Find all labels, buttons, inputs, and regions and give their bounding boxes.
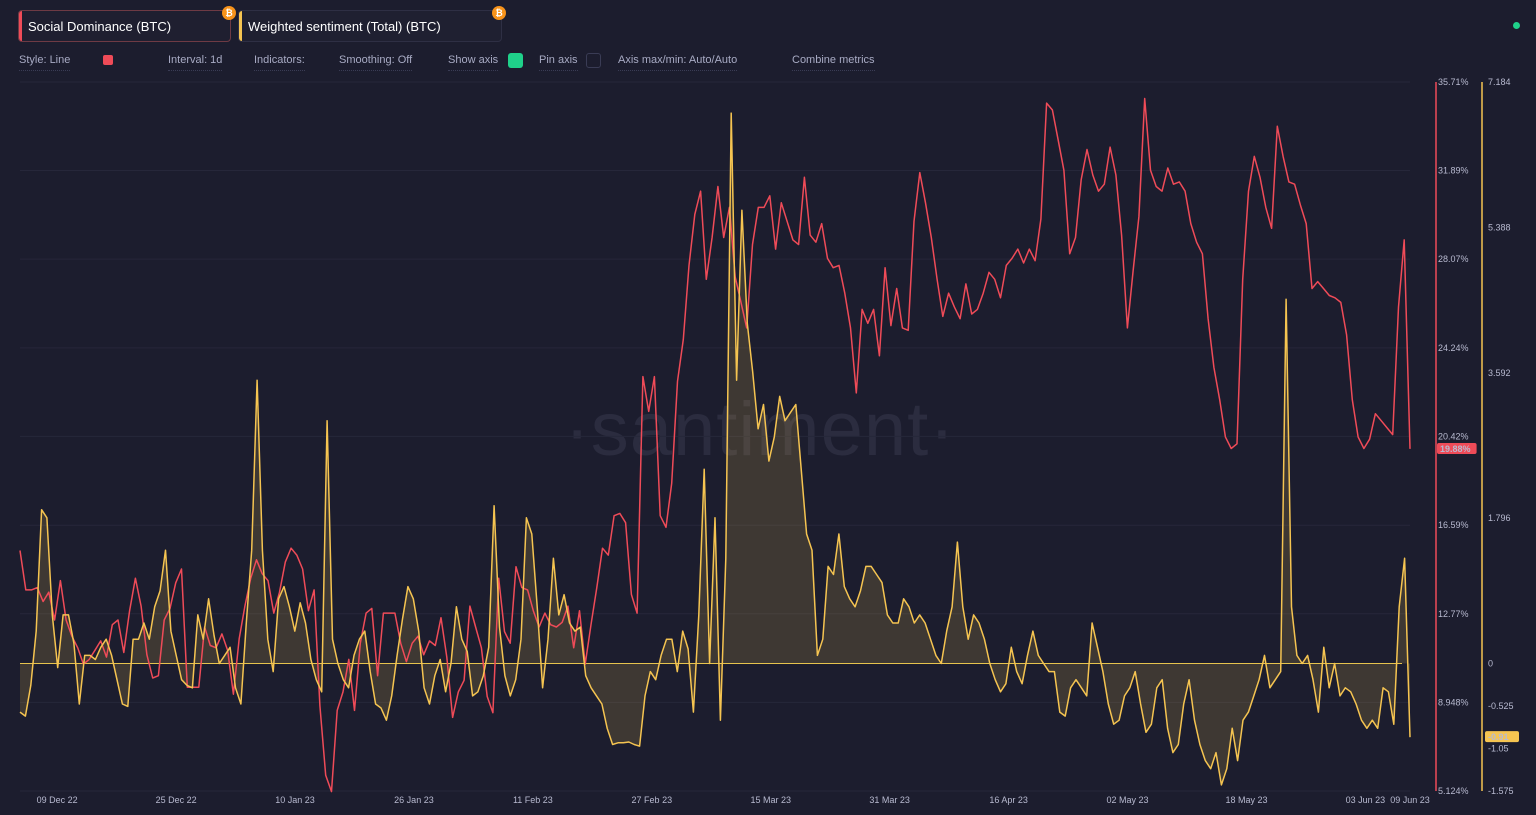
right-axis-tick-label: -0.525 <box>1488 701 1514 711</box>
combine-metrics-button[interactable]: Combine metrics <box>792 53 875 71</box>
right-axis-tick-label: 1.796 <box>1488 513 1511 523</box>
last-value-badge-text: -0.91 <box>1488 732 1509 742</box>
x-axis-tick-label: 11 Feb 23 <box>513 795 553 805</box>
x-axis-tick-label: 09 Jun 23 <box>1390 795 1430 805</box>
watermark-text: ·santiment· <box>564 387 955 472</box>
x-axis-tick-label: 03 Jun 23 <box>1346 795 1386 805</box>
left-axis-tick-label: 20.42% <box>1438 431 1469 441</box>
sentiment-area <box>20 113 1410 785</box>
show-axis-toggle[interactable]: Show axis <box>448 53 499 71</box>
last-value-badge-bg <box>1437 442 1477 454</box>
x-axis-tick-label: 02 May 23 <box>1107 795 1149 805</box>
metric-label: Weighted sentiment (Total) (BTC) <box>248 18 441 34</box>
right-axis-tick-label: 7.184 <box>1488 77 1511 87</box>
left-axis-tick-label: 24.24% <box>1438 343 1469 353</box>
left-axis-tick-label: 5.124% <box>1438 786 1469 796</box>
x-axis-tick-label: 25 Dec 22 <box>156 795 197 805</box>
metric-tab-social-dominance[interactable]: Social Dominance (BTC) ₿ <box>18 6 236 42</box>
x-axis-tick-label: 10 Jan 23 <box>275 795 315 805</box>
last-value-badge-text: 19.88% <box>1440 444 1471 454</box>
left-axis-tick-label: 31.89% <box>1438 166 1469 176</box>
sentiment-last-value: -0.91 <box>1485 731 1519 743</box>
smoothing-selector[interactable]: Smoothing: Off <box>339 53 413 71</box>
left-axis-tick-label: 35.71% <box>1438 77 1469 87</box>
chart-lines <box>19 97 1411 793</box>
pin-axis-checkbox[interactable] <box>586 53 601 68</box>
x-axis-tick-label: 27 Feb 23 <box>632 795 673 805</box>
color-swatch[interactable] <box>103 55 113 65</box>
social-dominance-line <box>19 97 1411 793</box>
axis-maxmin-selector[interactable]: Axis max/min: Auto/Auto <box>618 53 738 71</box>
show-axis-checkbox[interactable] <box>508 53 523 68</box>
social-dominance-last-value: 19.88% <box>1437 442 1477 454</box>
right-axis-tick-label: -1.05 <box>1488 744 1509 754</box>
pin-axis-toggle[interactable]: Pin axis <box>539 53 578 71</box>
right-axis-tick-label: 0 <box>1488 659 1493 669</box>
x-axis-tick-label: 26 Jan 23 <box>394 795 434 805</box>
metric-label: Social Dominance (BTC) <box>28 18 172 34</box>
x-axis-tick-label: 18 May 23 <box>1225 795 1267 805</box>
sentiment-area-fill <box>20 113 1410 785</box>
right-axis-tick-label: 5.388 <box>1488 222 1511 232</box>
x-axis-tick-label: 15 Mar 23 <box>750 795 791 805</box>
bitcoin-icon: ₿ <box>222 6 236 20</box>
chart-axes: 35.71% 31.89% 28.07% 24.24% 20.42% 16.59% 12.7… <box>37 77 1519 805</box>
left-axis-tick-label: 16.59% <box>1438 520 1469 530</box>
metric-color-bar <box>19 11 22 41</box>
metric-tab-weighted-sentiment[interactable]: Weighted sentiment (Total) (BTC) ₿ <box>238 6 506 42</box>
style-selector[interactable]: Style: Line <box>19 53 71 71</box>
last-value-badge-bg <box>1485 731 1519 743</box>
right-axis-tick-label: -1.575 <box>1488 786 1514 796</box>
left-axis-tick-label: 12.77% <box>1438 609 1469 619</box>
x-axis-tick-label: 31 Mar 23 <box>869 795 910 805</box>
x-axis-tick-label: 16 Apr 23 <box>989 795 1028 805</box>
bitcoin-icon: ₿ <box>492 6 506 20</box>
metric-color-bar <box>239 11 242 41</box>
x-axis-tick-label: 09 Dec 22 <box>37 795 78 805</box>
left-axis-tick-label: 28.07% <box>1438 254 1469 264</box>
left-axis-tick-label: 8.948% <box>1438 697 1469 707</box>
interval-selector[interactable]: Interval: 1d <box>168 53 223 71</box>
weighted-sentiment-line <box>19 112 1411 786</box>
status-indicator <box>1513 22 1520 29</box>
indicators-selector[interactable]: Indicators: <box>254 53 305 71</box>
right-axis-tick-label: 3.592 <box>1488 368 1511 378</box>
